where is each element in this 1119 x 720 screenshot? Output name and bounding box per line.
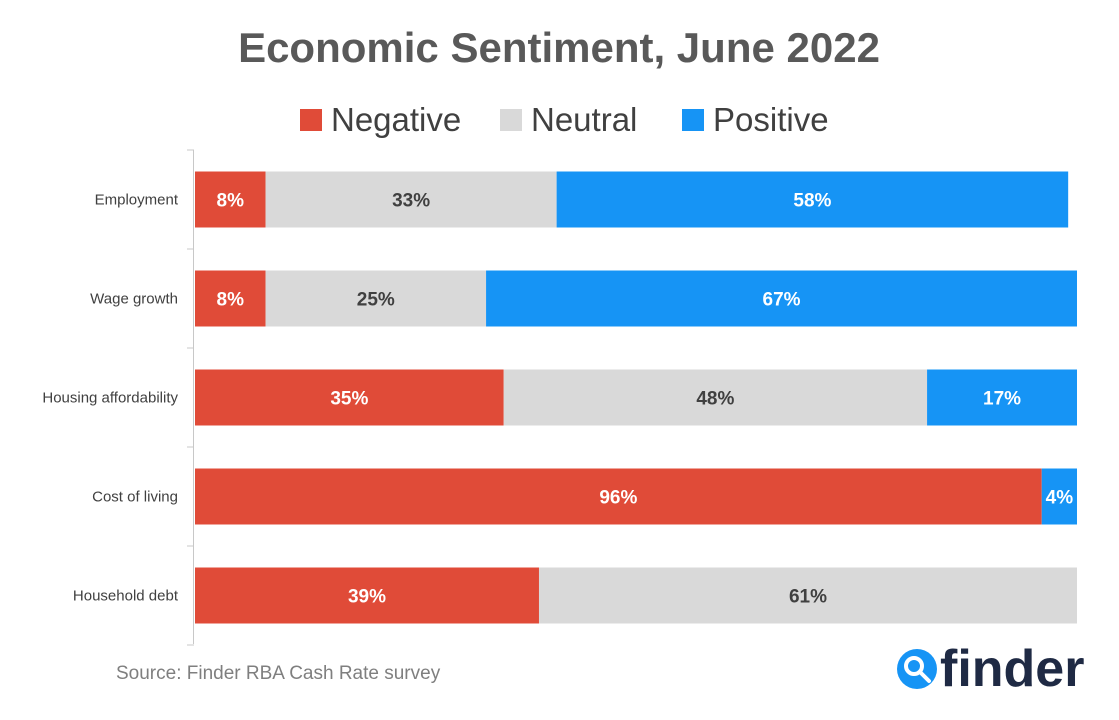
- bar-neutral: [538, 567, 1077, 624]
- data-label-neutral: 48%: [696, 389, 734, 410]
- data-label-neutral: 61%: [789, 587, 827, 608]
- data-label-positive: 17%: [983, 389, 1021, 410]
- data-label-positive: 67%: [763, 290, 801, 311]
- category-label: Wage growth: [90, 291, 178, 308]
- bar-positive: [927, 369, 1077, 426]
- chart-title: Economic Sentiment, June 2022: [238, 24, 880, 71]
- data-label-negative: 39%: [348, 587, 386, 608]
- category-label: Housing affordability: [42, 390, 178, 407]
- bars: Employment 8% 33% 58% Wage growth 8% 25% 67% Hou…: [42, 171, 1077, 624]
- bar-negative: [195, 369, 504, 426]
- data-label-neutral: 33%: [392, 191, 430, 212]
- finder-logo: finder: [897, 640, 1084, 698]
- bar-negative: [195, 567, 539, 624]
- bar-negative: [195, 171, 266, 228]
- magnifier-icon: [897, 649, 937, 689]
- legend: Negative Neutral Positive: [300, 101, 829, 138]
- bar-positive: [556, 171, 1069, 228]
- category-axis: [187, 149, 194, 646]
- data-label-negative: 35%: [330, 389, 368, 410]
- bar-positive: [486, 270, 1077, 327]
- bar-neutral: [265, 171, 557, 228]
- category-label: Household debt: [73, 588, 179, 605]
- legend-swatch-negative: [300, 109, 322, 131]
- data-label-negative: 8%: [217, 191, 245, 212]
- data-label-neutral: 25%: [357, 290, 395, 311]
- category-label: Cost of living: [92, 489, 178, 506]
- data-label-negative: 96%: [599, 488, 637, 509]
- bar-negative: [195, 270, 266, 327]
- legend-label-neutral: Neutral: [531, 101, 637, 138]
- legend-swatch-positive: [682, 109, 704, 131]
- data-label-positive: 4%: [1046, 488, 1074, 509]
- legend-label-negative: Negative: [331, 101, 461, 138]
- bar-positive: [1041, 468, 1077, 525]
- bar-negative: [195, 468, 1042, 525]
- legend-label-positive: Positive: [713, 101, 829, 138]
- bar-neutral: [265, 270, 487, 327]
- data-label-positive: 58%: [793, 191, 831, 212]
- category-label: Employment: [95, 192, 179, 209]
- source-note: Source: Finder RBA Cash Rate survey: [116, 663, 441, 684]
- bar-neutral: [503, 369, 928, 426]
- legend-swatch-neutral: [500, 109, 522, 131]
- logo-wordmark: finder: [940, 640, 1084, 698]
- data-label-negative: 8%: [217, 290, 245, 311]
